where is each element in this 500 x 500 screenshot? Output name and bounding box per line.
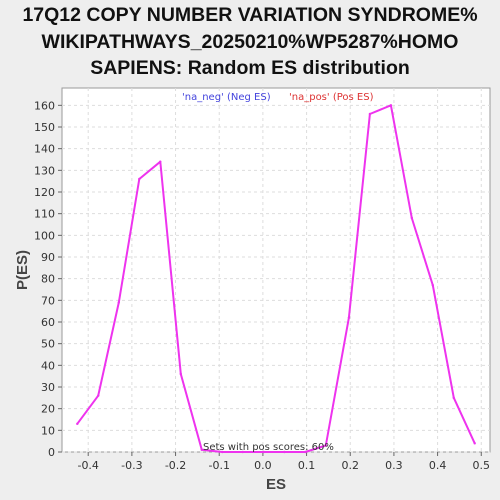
x-axis-ticks: -0.4 -0.3 -0.2 -0.1 0.0 0.1 0.2 0.3 0.4 0.5	[77, 452, 490, 472]
annotation-pos-scores: Sets with pos scores: 60%	[203, 442, 334, 453]
x-tick-label: -0.3	[121, 459, 142, 472]
data-point	[473, 442, 476, 445]
data-point	[159, 160, 162, 163]
y-tick-label: 40	[41, 359, 55, 372]
data-point	[262, 450, 265, 454]
grid-lines	[62, 88, 490, 453]
y-tick-label: 0	[48, 446, 55, 459]
data-point	[452, 396, 455, 400]
x-tick-label: 0.3	[385, 459, 403, 472]
data-point	[347, 316, 351, 319]
y-tick-label: 10	[41, 424, 55, 437]
x-tick-label: 0.0	[254, 459, 272, 472]
chart-title-line-3: SAPIENS: Random ES distribution	[90, 57, 410, 79]
data-point	[389, 104, 393, 107]
y-tick-label: 30	[41, 381, 55, 394]
x-tick-label: -0.2	[165, 459, 186, 472]
legend-neg: 'na_neg' (Neg ES)	[182, 92, 271, 103]
y-tick-label: 20	[41, 403, 55, 416]
data-point	[241, 450, 245, 454]
y-tick-label: 50	[41, 338, 55, 351]
y-tick-label: 90	[41, 251, 55, 264]
y-tick-label: 70	[41, 294, 55, 307]
y-tick-label: 110	[34, 208, 55, 221]
x-tick-label: 0.1	[298, 459, 316, 472]
data-point	[283, 450, 286, 454]
data-point	[221, 450, 224, 454]
x-tick-label: -0.4	[77, 459, 98, 472]
data-point	[368, 112, 372, 116]
data-point	[200, 448, 203, 452]
data-point	[324, 444, 327, 447]
y-tick-label: 120	[34, 186, 55, 199]
data-point	[179, 372, 182, 376]
data-point	[410, 216, 414, 220]
data-point	[117, 301, 120, 304]
y-tick-label: 60	[41, 316, 55, 329]
data-point	[431, 283, 434, 287]
series-layer	[76, 104, 476, 454]
y-axis-ticks: 0 10 20 30 40 50 60 70 80 90 100 110 120 130 140 150 160	[34, 99, 62, 459]
legend-pos: 'na_pos' (Pos ES)	[289, 92, 374, 103]
plot-area	[61, 87, 491, 453]
data-point	[304, 450, 307, 454]
y-tick-label: 160	[34, 99, 55, 112]
series-line-0	[76, 104, 476, 453]
data-point	[76, 422, 79, 426]
chart-title-line-2: WIKIPATHWAYS_20250210%WP5287%HOMO	[41, 31, 459, 53]
x-tick-label: 0.5	[473, 459, 491, 472]
y-axis-label: P(ES)	[14, 250, 31, 290]
data-point	[138, 177, 141, 181]
x-axis-label: ES	[266, 476, 286, 493]
y-tick-label: 150	[34, 121, 55, 134]
x-tick-label: -0.1	[208, 459, 229, 472]
y-tick-label: 100	[34, 229, 55, 242]
y-tick-label: 140	[34, 143, 55, 156]
x-tick-label: 0.4	[429, 459, 447, 472]
x-tick-label: 0.2	[341, 459, 359, 472]
data-point	[97, 394, 100, 397]
y-tick-label: 80	[41, 273, 55, 286]
y-tick-label: 130	[34, 164, 55, 177]
chart-title-line-1: 17Q12 COPY NUMBER VARIATION SYNDROME%	[22, 4, 478, 26]
